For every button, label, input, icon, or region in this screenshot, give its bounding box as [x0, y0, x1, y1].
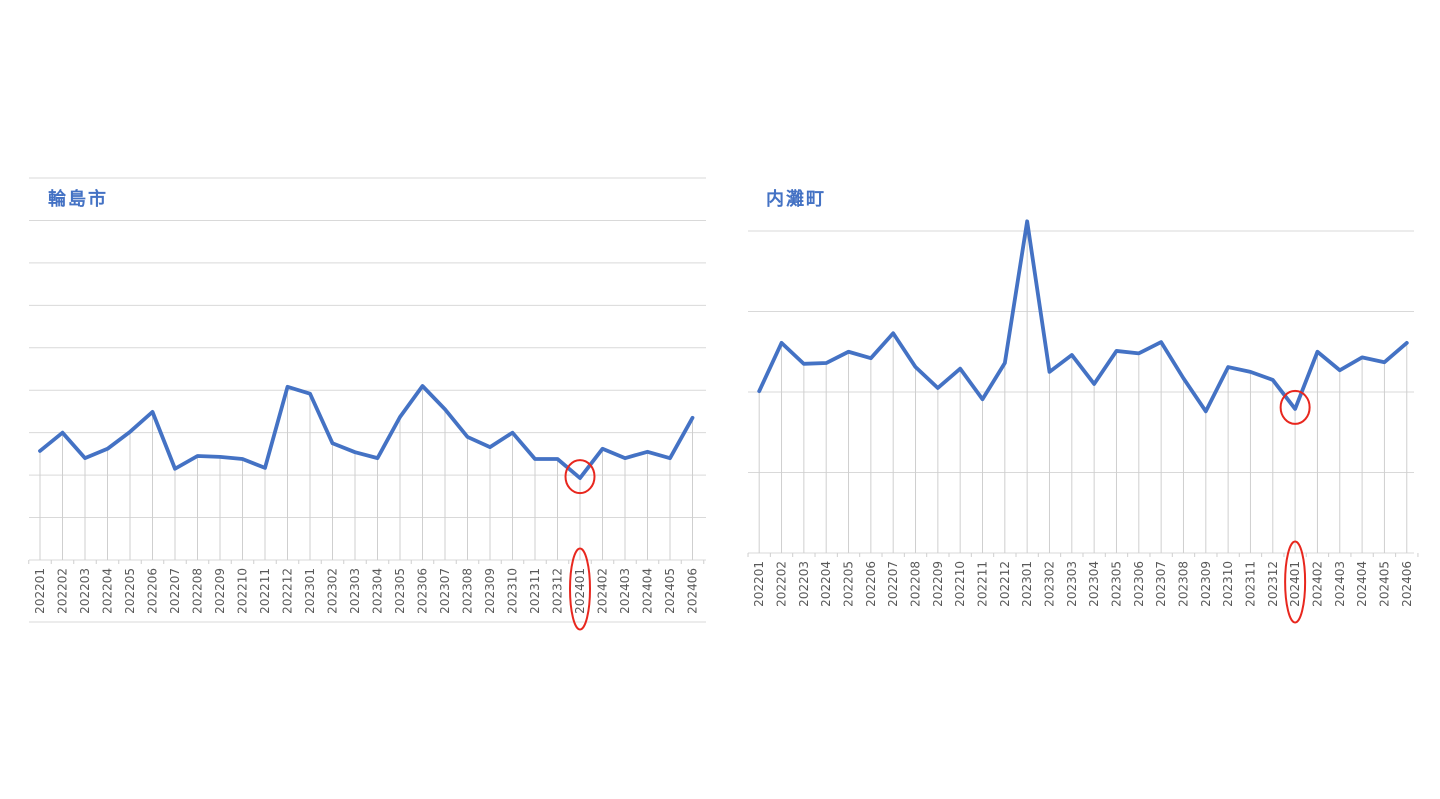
x-axis-label: 202312: [551, 568, 565, 614]
x-axis-label: 202207: [168, 568, 182, 614]
x-axis-label: 202306: [1132, 561, 1146, 607]
x-axis-label: 202201: [752, 561, 766, 607]
x-axis-label: 202206: [146, 568, 160, 614]
x-axis-label: 202209: [213, 568, 227, 614]
x-axis-label: 202404: [1355, 561, 1369, 607]
x-axis-label: 202311: [528, 568, 542, 614]
x-axis-label: 202406: [1400, 561, 1414, 607]
x-axis-label: 202403: [1333, 561, 1347, 607]
x-axis-label: 202205: [842, 561, 856, 607]
data-series-line: [757, 219, 1409, 414]
x-axis-label: 202310: [1221, 561, 1235, 607]
x-axis-label: 202306: [416, 568, 430, 614]
x-axis-label: 202308: [461, 568, 475, 614]
x-axis-label: 202204: [101, 568, 115, 614]
x-axis-label: 202303: [348, 568, 362, 614]
x-axis-label: 202310: [506, 568, 520, 614]
data-series-line: [38, 384, 695, 480]
x-axis-label: 202205: [123, 568, 137, 614]
x-axis-label: 202312: [1266, 561, 1280, 607]
x-axis-label: 202301: [1020, 561, 1034, 607]
x-axis-label: 202405: [663, 568, 677, 614]
x-axis-label: 202203: [78, 568, 92, 614]
x-axis-label: 202403: [618, 568, 632, 614]
x-axis-label: 202202: [775, 561, 789, 607]
x-axis-label: 202302: [1042, 561, 1056, 607]
x-axis-label: 202402: [596, 568, 610, 614]
x-axis-label: 202206: [864, 561, 878, 607]
x-axis-label: 202309: [483, 568, 497, 614]
x-axis-label: 202208: [191, 568, 205, 614]
x-axis-label: 202211: [976, 561, 990, 607]
x-axis-label: 202209: [931, 561, 945, 607]
highlight-ellipse-axis-label: [569, 547, 591, 631]
highlight-ellipse-axis-label: [1284, 540, 1307, 624]
highlight-ellipse-data-point: [1279, 389, 1311, 425]
x-axis-label: 202210: [236, 568, 250, 614]
x-axis-label: 202309: [1199, 561, 1213, 607]
x-axis-label: 202305: [1109, 561, 1123, 607]
x-axis-label: 202307: [1154, 561, 1168, 607]
x-axis-label: 202307: [438, 568, 452, 614]
wajima-chart-title: 輪島市: [48, 189, 108, 209]
x-axis-label: 202305: [393, 568, 407, 614]
x-axis-label: 202301: [303, 568, 317, 614]
x-axis-label: 202302: [326, 568, 340, 614]
x-axis-label: 202404: [641, 568, 655, 614]
x-axis-label: 202201: [33, 568, 47, 614]
x-axis-label: 202308: [1176, 561, 1190, 607]
x-axis-label: 202212: [281, 568, 295, 614]
x-axis-label: 202203: [797, 561, 811, 607]
x-axis-label: 202402: [1310, 561, 1324, 607]
x-axis-label: 202311: [1243, 561, 1257, 607]
x-axis-label: 202207: [886, 561, 900, 607]
x-axis-label: 202208: [909, 561, 923, 607]
x-axis-label: 202211: [258, 568, 272, 614]
x-axis-label: 202202: [56, 568, 70, 614]
x-axis-label: 202304: [371, 568, 385, 614]
x-axis-label: 202406: [686, 568, 700, 614]
uchinada-chart-title: 内灘町: [766, 189, 826, 209]
x-axis-label: 202210: [953, 561, 967, 607]
x-axis-label: 202212: [998, 561, 1012, 607]
x-axis-label: 202303: [1065, 561, 1079, 607]
highlight-ellipse-data-point: [564, 459, 596, 495]
x-axis-label: 202204: [819, 561, 833, 607]
x-axis-label: 202405: [1377, 561, 1391, 607]
x-axis-label: 202401: [1288, 561, 1302, 607]
x-axis-label: 202304: [1087, 561, 1101, 607]
x-axis-label: 202401: [573, 568, 587, 614]
